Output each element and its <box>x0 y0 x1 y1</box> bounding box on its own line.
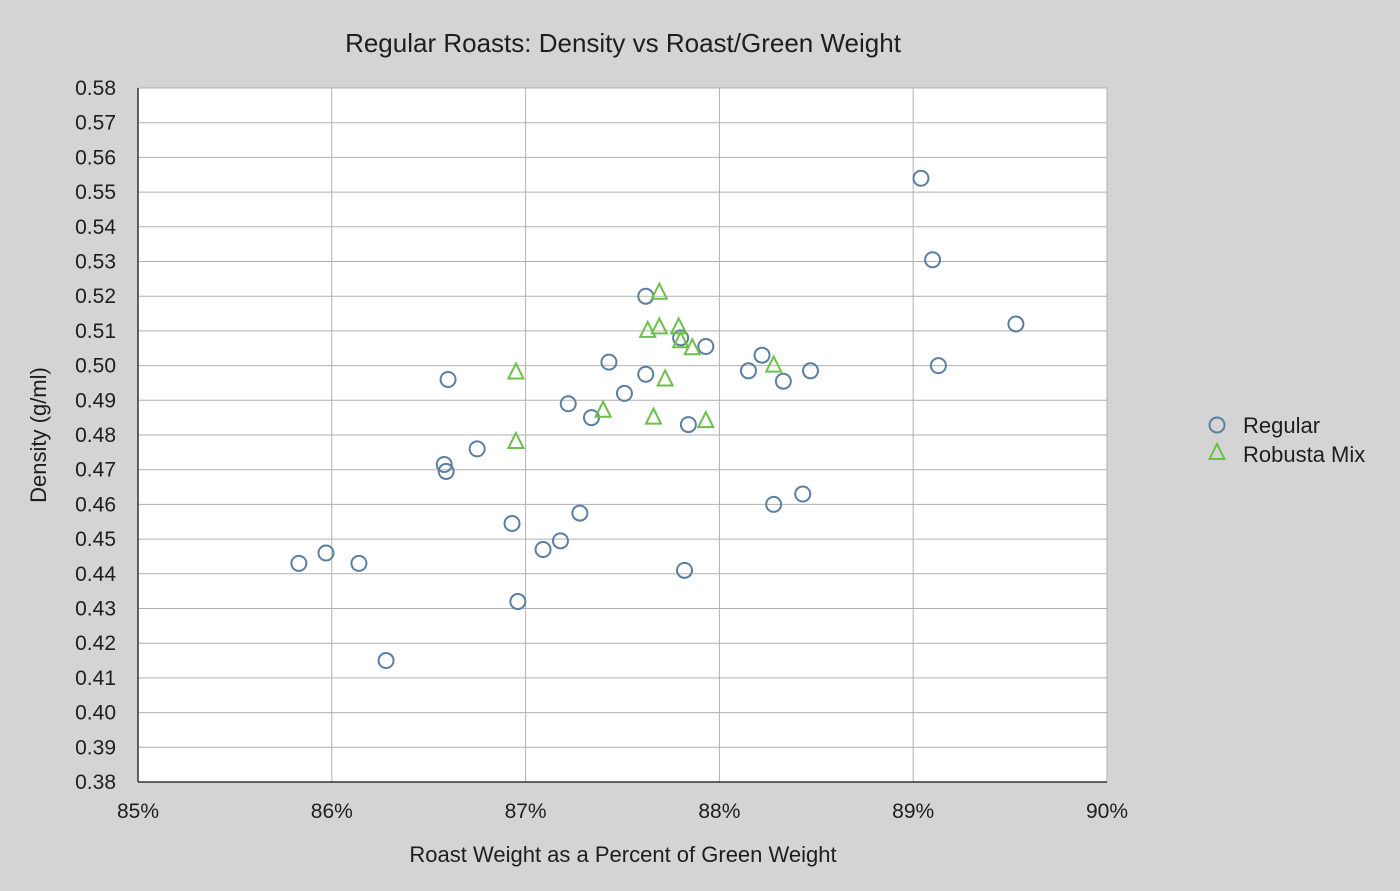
data-point <box>765 495 783 513</box>
y-axis-label: Density (g/ml) <box>26 367 51 503</box>
data-point <box>753 346 771 364</box>
y-tick-label: 0.52 <box>75 285 116 308</box>
x-axis-label: Roast Weight as a Percent of Green Weigh… <box>409 842 836 867</box>
y-tick-label: 0.53 <box>75 251 116 274</box>
legend-entry-regular: Regular <box>1208 413 1320 438</box>
data-point <box>571 504 589 522</box>
data-point <box>534 541 552 559</box>
y-tick-labels: 0.38 0.39 0.40 0.41 0.42 0.43 0.44 0.45 0.46 0.47… <box>75 77 116 794</box>
y-tick-label: 0.49 <box>75 389 116 412</box>
data-point <box>435 455 453 473</box>
data-point <box>774 372 792 390</box>
y-tick-label: 0.41 <box>75 667 116 690</box>
data-point <box>929 357 947 375</box>
x-tick-label: 89% <box>892 800 934 823</box>
data-point <box>509 593 527 611</box>
data-point <box>650 316 669 335</box>
y-tick-label: 0.44 <box>75 563 116 586</box>
data-point <box>637 365 655 383</box>
data-point <box>506 361 526 380</box>
data-point <box>559 395 577 413</box>
y-tick-label: 0.48 <box>75 424 116 447</box>
y-tick-label: 0.39 <box>75 736 116 759</box>
data-point <box>794 485 812 503</box>
data-point <box>1007 315 1025 333</box>
data-point <box>912 169 930 187</box>
y-tick-label: 0.57 <box>75 112 116 135</box>
data-point <box>656 368 675 387</box>
data-point <box>764 354 783 373</box>
x-tick-label: 90% <box>1086 800 1128 823</box>
y-tick-label: 0.56 <box>75 146 116 169</box>
y-tick-label: 0.43 <box>75 598 116 621</box>
legend-marker-regular <box>1208 416 1226 434</box>
data-point <box>503 514 521 532</box>
data-point <box>644 406 663 425</box>
y-tick-label: 0.42 <box>75 632 116 655</box>
data-point <box>551 532 569 550</box>
data-point <box>506 430 526 449</box>
data-point <box>439 370 457 388</box>
data-point <box>437 462 455 480</box>
data-point <box>697 338 715 356</box>
y-tick-label: 0.51 <box>75 320 116 343</box>
data-point <box>377 652 395 670</box>
legend-entry-robusta-mix: Robusta Mix <box>1207 441 1365 467</box>
x-tick-label: 88% <box>698 800 740 823</box>
legend-label-robusta-mix: Robusta Mix <box>1243 442 1365 467</box>
legend-marker-robusta-mix <box>1207 441 1227 460</box>
y-tick-label: 0.55 <box>75 181 116 204</box>
data-point <box>676 561 694 579</box>
x-tick-labels: 85% 86% 87% 88% 89% 90% <box>117 800 1128 823</box>
x-tick-label: 87% <box>505 800 547 823</box>
legend-marker-shape <box>1207 441 1227 460</box>
y-tick-label: 0.50 <box>75 355 116 378</box>
data-point <box>317 544 335 562</box>
data-point <box>696 409 715 429</box>
legend-marker-shape <box>1208 416 1226 434</box>
data-point <box>600 353 618 371</box>
y-tick-label: 0.45 <box>75 528 116 551</box>
grid-lines <box>137 87 1108 783</box>
y-tick-label: 0.38 <box>75 771 116 794</box>
y-tick-label: 0.58 <box>75 77 116 100</box>
data-point <box>468 440 486 458</box>
data-point <box>669 316 688 335</box>
legend-label-regular: Regular <box>1243 413 1320 438</box>
series-regular <box>290 169 1025 670</box>
x-tick-label: 86% <box>311 800 353 823</box>
data-point <box>801 362 819 380</box>
data-point <box>650 281 669 300</box>
axes <box>137 88 1107 783</box>
data-point <box>683 337 702 356</box>
y-tick-label: 0.54 <box>75 216 116 239</box>
data-point <box>615 384 633 402</box>
chart-title: Regular Roasts: Density vs Roast/Green W… <box>345 28 902 58</box>
data-point <box>739 362 757 380</box>
data-point <box>638 319 657 338</box>
y-tick-label: 0.40 <box>75 702 116 725</box>
data-point <box>924 251 942 269</box>
x-tick-label: 85% <box>117 800 159 823</box>
y-tick-label: 0.46 <box>75 493 116 516</box>
data-point <box>679 416 697 434</box>
y-tick-label: 0.47 <box>75 459 116 482</box>
data-point <box>671 330 690 349</box>
data-points <box>290 169 1025 670</box>
series-robusta-mix <box>506 281 783 449</box>
data-point <box>594 399 613 418</box>
legend: Regular Robusta Mix <box>1207 413 1365 467</box>
data-point <box>290 554 308 572</box>
data-point <box>350 554 368 572</box>
